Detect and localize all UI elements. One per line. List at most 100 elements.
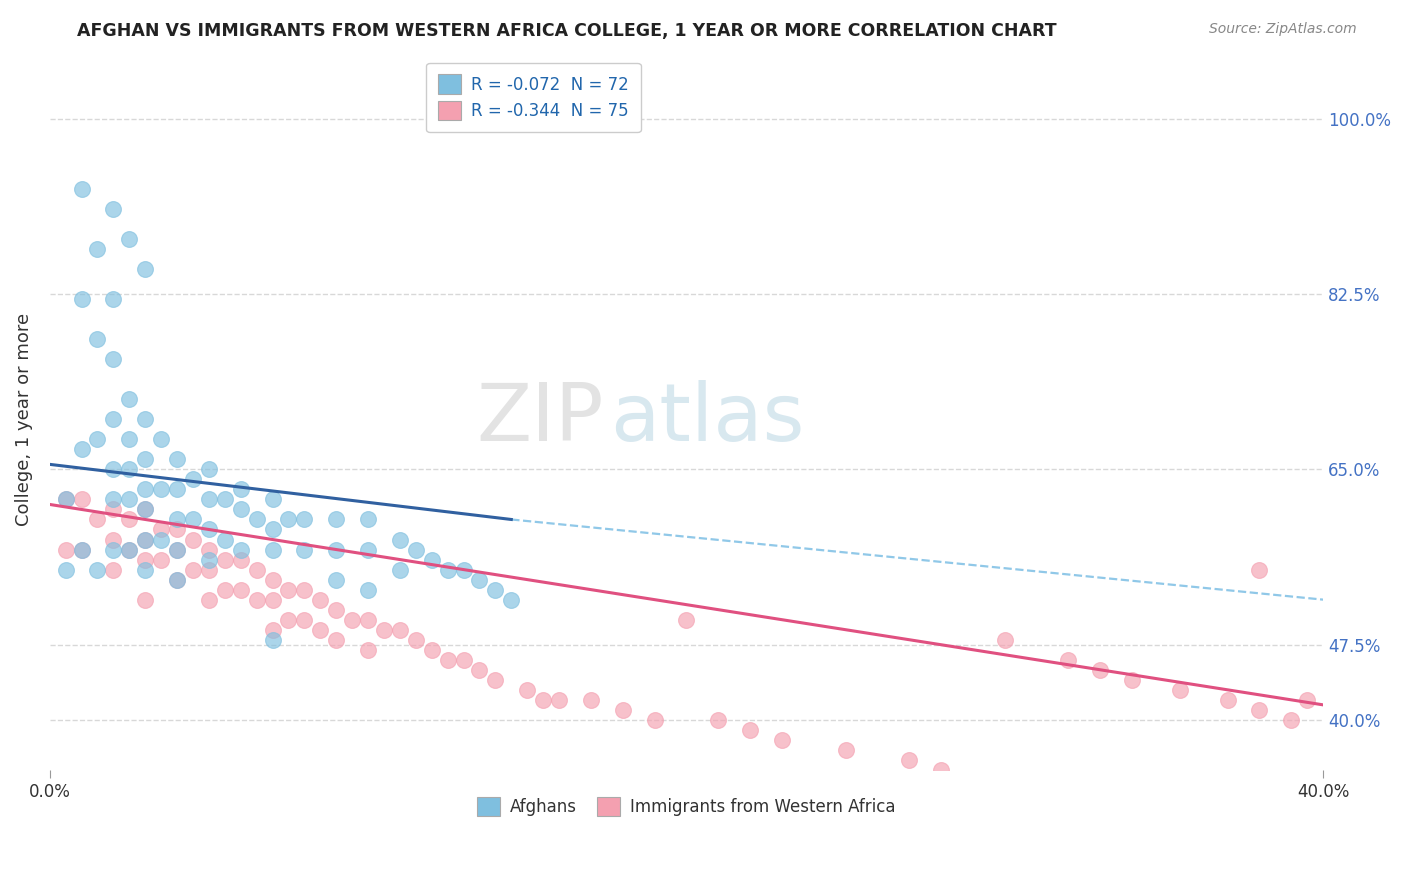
- Point: [134, 592, 156, 607]
- Point: [675, 613, 697, 627]
- Point: [103, 352, 125, 367]
- Point: [262, 492, 284, 507]
- Point: [357, 642, 380, 657]
- Point: [834, 743, 856, 757]
- Point: [118, 392, 141, 407]
- Point: [214, 492, 236, 507]
- Y-axis label: College, 1 year or more: College, 1 year or more: [15, 313, 32, 525]
- Point: [770, 733, 793, 747]
- Point: [134, 563, 156, 577]
- Text: ZIP: ZIP: [477, 380, 603, 458]
- Point: [134, 502, 156, 516]
- Point: [166, 573, 188, 587]
- Point: [309, 592, 332, 607]
- Point: [436, 653, 458, 667]
- Point: [103, 492, 125, 507]
- Point: [214, 582, 236, 597]
- Point: [262, 623, 284, 637]
- Legend: Afghans, Immigrants from Western Africa: Afghans, Immigrants from Western Africa: [468, 789, 904, 825]
- Point: [134, 552, 156, 566]
- Point: [929, 763, 952, 777]
- Point: [484, 673, 506, 687]
- Point: [181, 533, 204, 547]
- Point: [405, 542, 427, 557]
- Point: [134, 533, 156, 547]
- Point: [166, 512, 188, 526]
- Point: [357, 512, 380, 526]
- Point: [357, 613, 380, 627]
- Point: [134, 452, 156, 467]
- Point: [325, 632, 347, 647]
- Point: [292, 542, 315, 557]
- Point: [118, 432, 141, 446]
- Point: [198, 523, 221, 537]
- Point: [86, 432, 108, 446]
- Point: [325, 573, 347, 587]
- Point: [229, 552, 252, 566]
- Point: [501, 592, 523, 607]
- Point: [198, 542, 221, 557]
- Point: [579, 693, 602, 707]
- Point: [1216, 693, 1239, 707]
- Point: [150, 483, 173, 497]
- Point: [118, 512, 141, 526]
- Point: [373, 623, 395, 637]
- Point: [103, 533, 125, 547]
- Point: [70, 492, 93, 507]
- Point: [1090, 663, 1112, 677]
- Point: [484, 582, 506, 597]
- Point: [644, 713, 666, 727]
- Point: [277, 582, 299, 597]
- Point: [229, 502, 252, 516]
- Point: [262, 632, 284, 647]
- Point: [1296, 693, 1319, 707]
- Point: [70, 182, 93, 196]
- Point: [181, 512, 204, 526]
- Point: [246, 592, 269, 607]
- Point: [388, 623, 411, 637]
- Point: [1279, 713, 1302, 727]
- Text: atlas: atlas: [610, 380, 804, 458]
- Point: [468, 663, 491, 677]
- Point: [198, 563, 221, 577]
- Point: [292, 613, 315, 627]
- Point: [229, 582, 252, 597]
- Point: [214, 552, 236, 566]
- Point: [994, 632, 1017, 647]
- Point: [357, 582, 380, 597]
- Point: [531, 693, 554, 707]
- Point: [103, 563, 125, 577]
- Point: [181, 472, 204, 486]
- Point: [103, 542, 125, 557]
- Point: [86, 242, 108, 256]
- Point: [453, 563, 475, 577]
- Point: [277, 512, 299, 526]
- Point: [103, 412, 125, 426]
- Point: [166, 542, 188, 557]
- Point: [262, 542, 284, 557]
- Point: [388, 533, 411, 547]
- Point: [420, 642, 443, 657]
- Point: [166, 452, 188, 467]
- Point: [70, 292, 93, 306]
- Point: [436, 563, 458, 577]
- Point: [357, 542, 380, 557]
- Point: [118, 542, 141, 557]
- Point: [181, 563, 204, 577]
- Point: [612, 703, 634, 717]
- Point: [55, 542, 77, 557]
- Point: [150, 533, 173, 547]
- Point: [420, 552, 443, 566]
- Point: [229, 542, 252, 557]
- Point: [166, 483, 188, 497]
- Point: [262, 523, 284, 537]
- Point: [166, 523, 188, 537]
- Point: [1249, 703, 1271, 717]
- Point: [453, 653, 475, 667]
- Point: [118, 232, 141, 246]
- Point: [55, 492, 77, 507]
- Point: [70, 442, 93, 457]
- Point: [118, 542, 141, 557]
- Point: [198, 552, 221, 566]
- Point: [198, 492, 221, 507]
